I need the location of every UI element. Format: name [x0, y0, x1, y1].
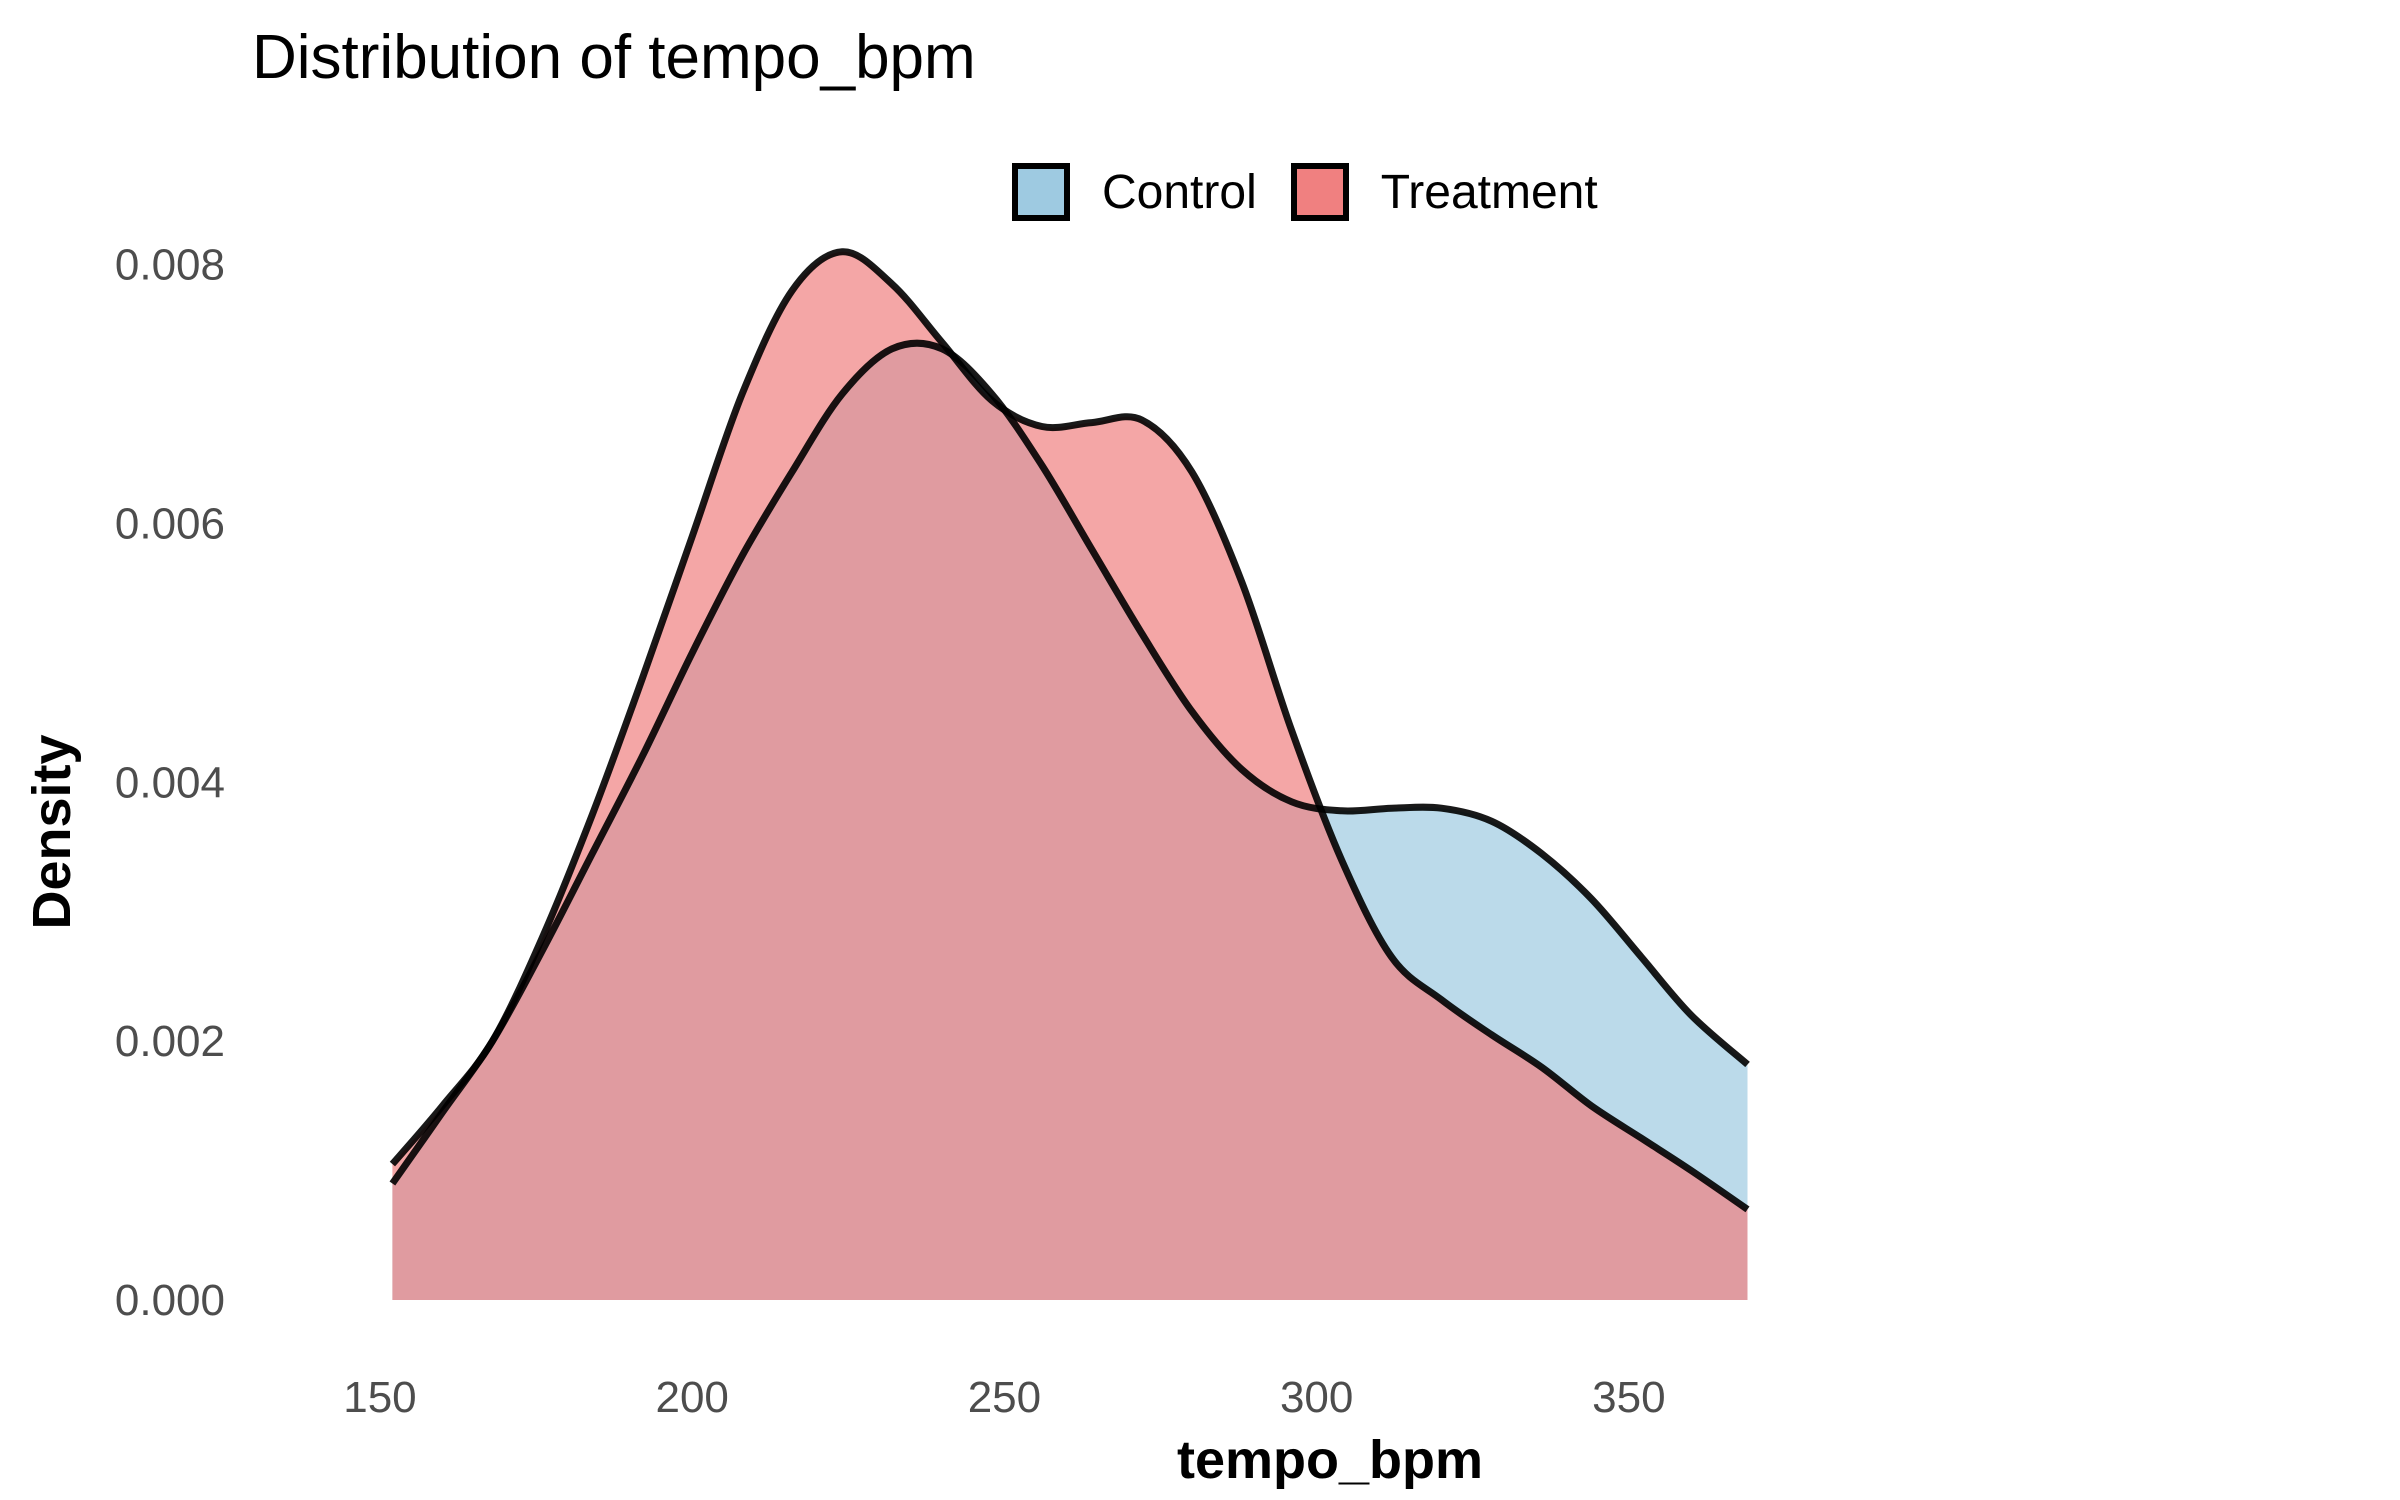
legend-item-control: Control	[1012, 163, 1257, 221]
legend-label-treatment: Treatment	[1380, 165, 1598, 219]
legend-swatch-control	[1012, 163, 1070, 221]
x-tick-label: 150	[343, 1373, 416, 1422]
x-tick-label: 300	[1280, 1373, 1353, 1422]
x-axis-ticks: 150 200 250 300 350	[343, 1373, 1665, 1422]
y-tick-label: 0.002	[115, 1017, 225, 1066]
y-axis-label: Density	[22, 734, 82, 929]
chart-title: Distribution of tempo_bpm	[252, 23, 976, 92]
x-tick-label: 250	[968, 1373, 1041, 1422]
density-area-treatment	[392, 251, 1748, 1301]
density-line-control	[389, 339, 1750, 1186]
y-axis-ticks: 0.000 0.002 0.004 0.006 0.008	[115, 241, 225, 1325]
legend: Control Treatment	[1012, 158, 1632, 226]
y-tick-label: 0.000	[115, 1276, 225, 1325]
x-axis-label: tempo_bpm	[1177, 1430, 1483, 1490]
legend-item-treatment: Treatment	[1290, 163, 1598, 221]
y-tick-label: 0.004	[115, 758, 225, 807]
x-tick-label: 200	[655, 1373, 728, 1422]
legend-swatch-treatment	[1290, 163, 1349, 221]
legend-label-control: Control	[1102, 165, 1257, 219]
x-tick-label: 350	[1592, 1373, 1665, 1422]
density-areas	[392, 251, 1748, 1301]
density-lines	[389, 248, 1750, 1213]
density-line-treatment	[389, 248, 1750, 1213]
y-tick-label: 0.008	[115, 241, 225, 290]
y-tick-label: 0.006	[115, 500, 225, 549]
